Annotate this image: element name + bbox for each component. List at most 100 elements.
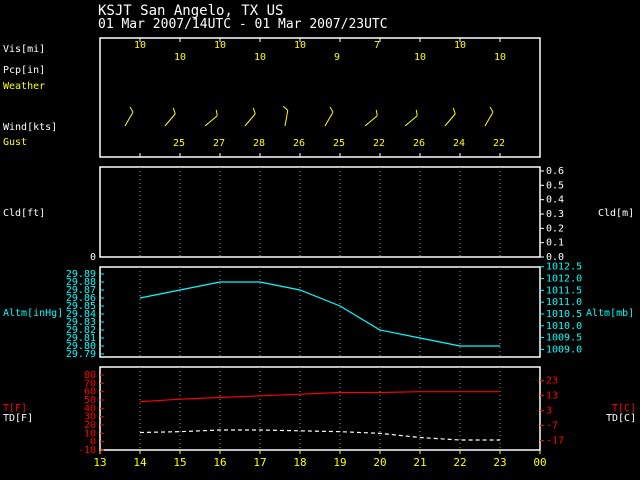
cloud-m-tick-label: 0.4 [546,195,564,206]
cloud-panel-frame [99,166,541,258]
gust-value: 25 [173,138,185,149]
wind-barb-flag [172,107,176,114]
gust-label: Gust [3,137,27,148]
visibility-value: 10 [134,40,146,51]
visibility-value: 10 [214,40,226,51]
altimeter-inhg-tick-label: 29.86 [66,293,96,304]
gust-value: 27 [213,138,225,149]
visibility-value: 10 [254,52,266,63]
visibility-value: 10 [414,52,426,63]
wind-barb-flag [415,109,418,116]
altimeter-mb-tick-label: 1012.0 [546,274,582,285]
x-axis-tick-label: 16 [213,456,226,469]
altimeter-inhg-tick-label: 29.80 [66,341,96,352]
temp-c-tick-label: 23 [546,376,558,387]
temp-c-tick-label: -7 [546,421,558,432]
wind-barb-staff [364,115,378,127]
x-axis-tick-label: 18 [293,456,306,469]
x-axis-tick-label: 13 [93,456,106,469]
visibility-value: 7 [374,40,380,51]
cloud-ft-label: Cld[ft] [3,208,45,219]
wind-barb-staff [404,115,418,127]
temp-c-tick-label: 13 [546,391,558,402]
temp-f-tick-label: 30 [84,412,96,423]
wind-barb-flag [452,107,456,114]
cloud-m-label: Cld[m] [598,208,634,219]
wind-barb-staff [284,110,289,127]
altimeter-inhg-tick-label: 29.81 [66,333,96,344]
temp-f-tick-label: 60 [84,387,96,398]
wind-barb-flag [489,106,494,113]
wind-barb-flag [215,109,218,116]
altimeter-inhg-label: Altm[inHg] [3,308,63,319]
wind-barb-staff [444,113,456,127]
cloud-m-tick-label: 0.6 [546,166,564,177]
x-axis-tick-label: 19 [333,456,346,469]
visibility-value: 10 [174,52,186,63]
temp-f-tick-label: 0 [90,437,96,448]
altimeter-mb-tick-label: 1011.5 [546,285,582,296]
wind-barb-flag [282,106,289,111]
dewpoint-f-label: TD[F] [3,413,33,424]
obs-panel-frame [99,37,541,158]
altm-panel-frame [99,266,541,358]
gust-value: 26 [293,138,305,149]
cloud-m-tick-label: 0.5 [546,180,564,191]
temp-f-tick-label: 20 [84,420,96,431]
cloud-ft-tick-label: 0 [90,252,96,263]
station-title: KSJT San Angelo, TX US [98,3,283,19]
altimeter-mb-tick-label: 1012.5 [546,262,582,273]
gust-value: 25 [333,138,345,149]
wind-barb-staff [484,111,494,127]
altimeter-inhg-tick-label: 29.79 [66,349,96,360]
gust-value: 24 [453,138,465,149]
temp-f-tick-label: -10 [78,445,96,456]
wind-barb-flag [329,106,334,113]
chart-marks: 10 10 25 10 27 10 28 10 26 9 25 7 22 10 26 10 24 10 22 0 0.0… [66,37,582,469]
temp-f-tick-label: 70 [84,378,96,389]
x-axis-tick-label: 15 [173,456,186,469]
wind-barb-staff [324,111,334,127]
altimeter-mb-tick-label: 1010.0 [546,321,582,332]
altimeter-mb-tick-label: 1010.5 [546,309,582,320]
temp-f-tick-label: 80 [84,370,96,381]
time-range: 01 Mar 2007/14UTC - 01 Mar 2007/23UTC [98,17,388,32]
x-axis-tick-label: 22 [453,456,466,469]
altimeter-mb-tick-label: 1011.0 [546,297,582,308]
pcp-label: Pcp[in] [3,65,45,76]
gust-value: 22 [373,138,385,149]
x-axis-tick-label: 23 [493,456,506,469]
visibility-value: 10 [454,40,466,51]
x-axis-tick-label: 14 [133,456,147,469]
cloud-m-tick-label: 0.1 [546,238,564,249]
gust-value: 26 [413,138,425,149]
x-axis-tick-label: 21 [413,456,426,469]
visibility-value: 9 [334,52,340,63]
temp-c-tick-label: 3 [546,406,552,417]
temperature-line [139,391,500,403]
vis-label: Vis[mi] [3,44,45,55]
altimeter-inhg-tick-label: 29.84 [66,309,96,320]
altimeter-line [139,281,500,347]
altimeter-mb-tick-label: 1009.5 [546,333,582,344]
temp-f-label: T[F] [3,403,27,414]
cloud-m-tick-label: 0.2 [546,223,564,234]
wind-barb-staff [204,115,218,127]
wind-barb-staff [124,111,134,127]
temp-c-label: T[C] [612,403,636,414]
altimeter-inhg-tick-label: 29.85 [66,301,96,312]
dewpoint-c-label: TD[C] [606,413,636,424]
wind-label: Wind[kts] [3,122,57,133]
temp-f-tick-label: 40 [84,403,96,414]
altimeter-inhg-tick-label: 29.87 [66,285,96,296]
wind-barb-staff [244,113,256,127]
altimeter-inhg-tick-label: 29.89 [66,269,96,280]
temp-c-tick-label: -17 [546,436,564,447]
wind-barb-staff [164,113,176,127]
visibility-value: 10 [294,40,306,51]
wind-barb-flag [252,107,256,114]
temp-f-tick-label: 50 [84,395,96,406]
cloud-m-tick-label: 0.3 [546,209,564,220]
altimeter-inhg-tick-label: 29.83 [66,317,96,328]
weather-label: Weather [3,81,45,92]
